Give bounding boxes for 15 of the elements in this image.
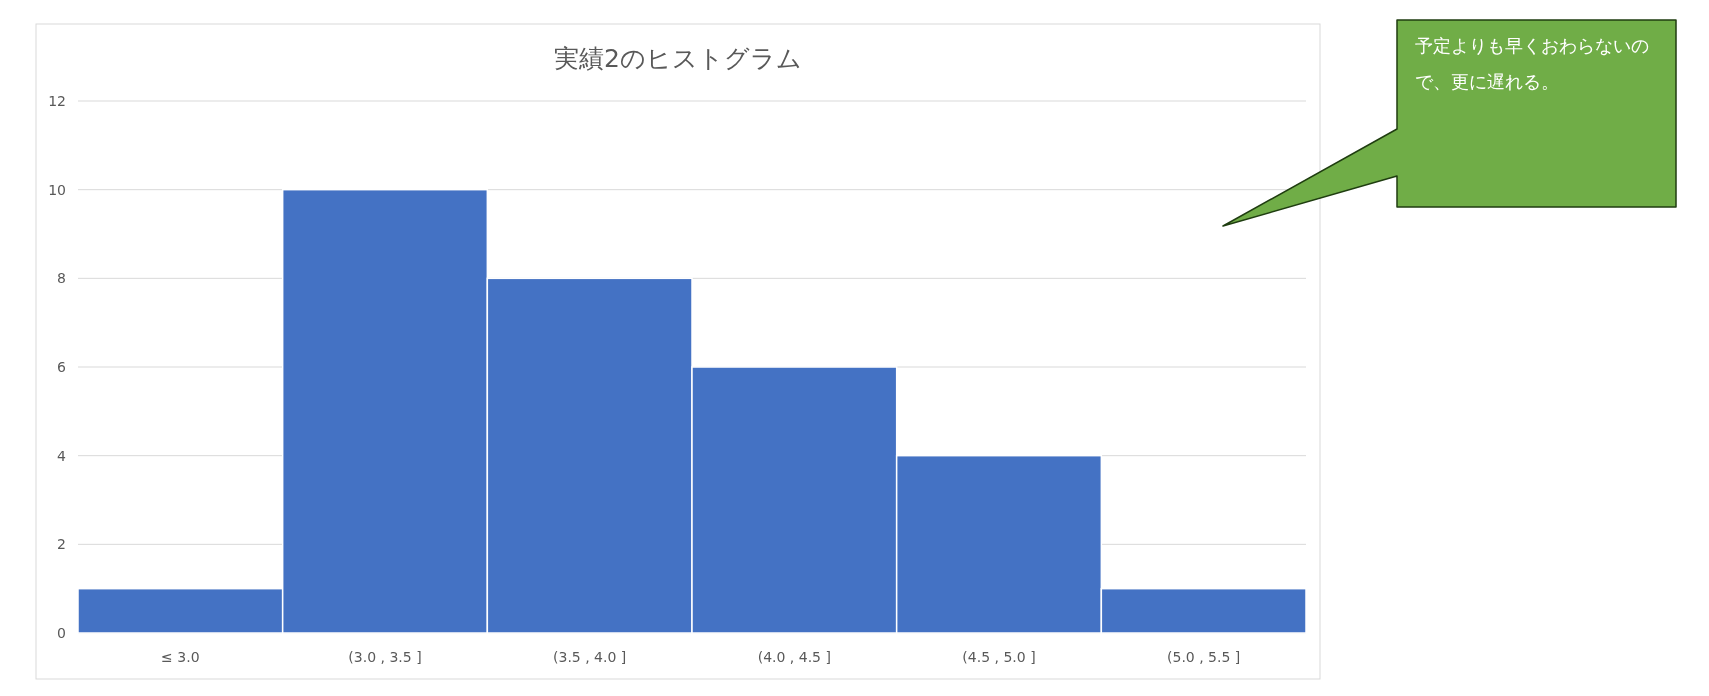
x-tick-label: (3.0 , 3.5 ] [348,649,422,665]
chart-title: 実績2のヒストグラム [554,44,802,73]
y-tick-label: 12 [48,93,66,109]
x-tick-label: (5.0 , 5.5 ] [1167,649,1241,665]
y-tick-label: 4 [57,447,67,464]
y-tick-label: 10 [48,181,66,198]
y-tick-label: 0 [57,625,66,641]
text: 予定よりも早くおわらないので、更に遅れる。 [1415,35,1649,92]
y-tick-label: 6 [57,359,67,375]
x-tick-label: (4.5 , 5.0 ] [962,649,1036,665]
y-tick-label: 2 [57,536,66,553]
x-tick-label: (3.5 , 4.0 ] [553,649,627,665]
y-tick-label: 8 [57,270,66,287]
x-tick-label: (4.0 , 4.5 ] [757,649,831,665]
x-tick-label: ≤ 3.0 [161,649,200,665]
